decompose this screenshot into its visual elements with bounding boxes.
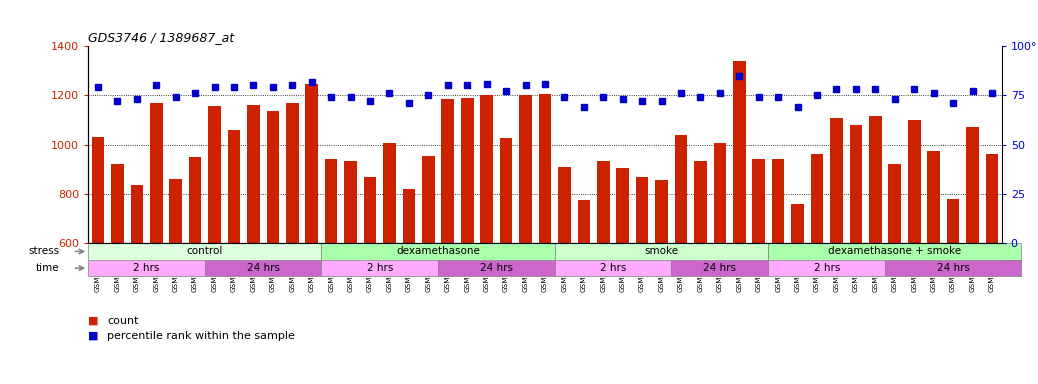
- Text: ■: ■: [88, 331, 99, 341]
- Text: 24 hrs: 24 hrs: [247, 263, 279, 273]
- Bar: [169, 179, 182, 243]
- Bar: [91, 137, 104, 243]
- Text: 2 hrs: 2 hrs: [133, 263, 160, 273]
- Bar: [539, 94, 551, 243]
- Text: GDS3746 / 1389687_at: GDS3746 / 1389687_at: [88, 31, 235, 44]
- Bar: [597, 161, 609, 243]
- Bar: [519, 95, 531, 243]
- Text: 24 hrs: 24 hrs: [480, 263, 513, 273]
- Bar: [209, 106, 221, 243]
- Bar: [438, 260, 554, 276]
- Bar: [768, 260, 885, 276]
- Bar: [305, 84, 318, 243]
- Text: time: time: [35, 263, 59, 273]
- Bar: [927, 151, 940, 243]
- Bar: [345, 161, 357, 243]
- Bar: [753, 159, 765, 243]
- Text: smoke: smoke: [645, 247, 679, 257]
- Bar: [908, 120, 921, 243]
- Bar: [772, 159, 785, 243]
- Text: stress: stress: [28, 247, 59, 257]
- Bar: [811, 154, 823, 243]
- Text: 2 hrs: 2 hrs: [600, 263, 626, 273]
- Text: 2 hrs: 2 hrs: [366, 263, 393, 273]
- Bar: [966, 127, 979, 243]
- Text: 24 hrs: 24 hrs: [936, 263, 969, 273]
- Bar: [675, 135, 687, 243]
- Bar: [227, 130, 241, 243]
- Bar: [849, 125, 863, 243]
- Bar: [325, 159, 337, 243]
- Bar: [111, 164, 124, 243]
- Bar: [947, 199, 959, 243]
- Text: count: count: [107, 316, 138, 326]
- Bar: [577, 200, 591, 243]
- Bar: [889, 164, 901, 243]
- Bar: [713, 143, 727, 243]
- Bar: [558, 167, 571, 243]
- Bar: [672, 260, 768, 276]
- Text: ■: ■: [88, 316, 99, 326]
- Text: 2 hrs: 2 hrs: [814, 263, 840, 273]
- Bar: [499, 139, 513, 243]
- Bar: [554, 260, 672, 276]
- Text: dexamethasone: dexamethasone: [397, 247, 480, 257]
- Bar: [383, 143, 395, 243]
- Bar: [422, 156, 435, 243]
- Text: percentile rank within the sample: percentile rank within the sample: [107, 331, 295, 341]
- Bar: [286, 103, 299, 243]
- Bar: [403, 189, 415, 243]
- Bar: [986, 154, 999, 243]
- Bar: [461, 98, 473, 243]
- Bar: [768, 243, 1021, 260]
- Bar: [204, 260, 322, 276]
- Bar: [791, 204, 803, 243]
- Bar: [554, 243, 768, 260]
- Bar: [131, 185, 143, 243]
- Bar: [441, 99, 454, 243]
- Bar: [363, 177, 377, 243]
- Bar: [322, 243, 554, 260]
- Bar: [694, 161, 707, 243]
- Bar: [88, 260, 204, 276]
- Bar: [636, 177, 649, 243]
- Bar: [830, 118, 843, 243]
- Bar: [617, 168, 629, 243]
- Bar: [267, 111, 279, 243]
- Bar: [149, 103, 163, 243]
- Bar: [247, 105, 260, 243]
- Text: dexamethasone + smoke: dexamethasone + smoke: [828, 247, 961, 257]
- Bar: [322, 260, 438, 276]
- Bar: [869, 116, 881, 243]
- Bar: [189, 157, 201, 243]
- Bar: [885, 260, 1021, 276]
- Text: 24 hrs: 24 hrs: [704, 263, 736, 273]
- Bar: [481, 95, 493, 243]
- Bar: [88, 243, 322, 260]
- Bar: [655, 180, 667, 243]
- Text: control: control: [187, 247, 223, 257]
- Bar: [733, 61, 745, 243]
